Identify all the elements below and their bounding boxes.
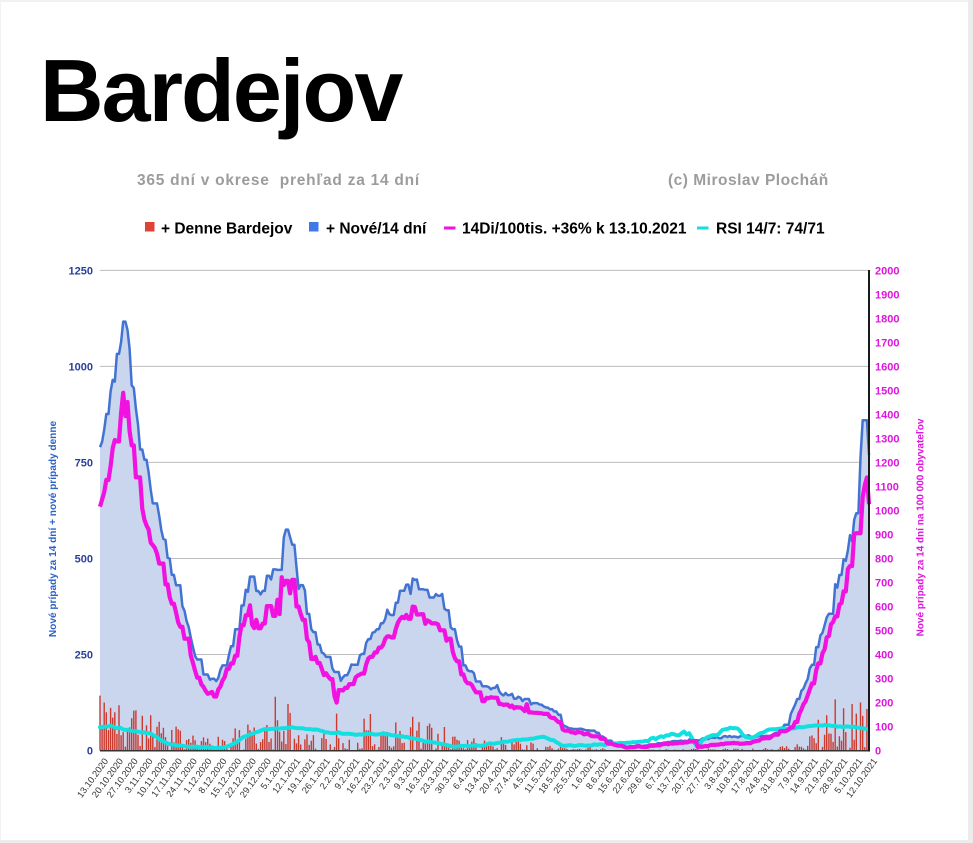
svg-text:Bardejov: Bardejov bbox=[40, 41, 403, 140]
svg-text:1600: 1600 bbox=[875, 361, 899, 373]
svg-text:250: 250 bbox=[75, 650, 93, 662]
svg-text:200: 200 bbox=[875, 698, 893, 710]
svg-text:14Di/100tis. +36% k 13.10.2021: 14Di/100tis. +36% k 13.10.2021 bbox=[462, 221, 687, 238]
svg-text:1400: 1400 bbox=[875, 409, 899, 421]
svg-text:100: 100 bbox=[875, 722, 893, 734]
svg-text:Nové prípady za 14 dní na 100: Nové prípady za 14 dní na 100 000 obyvat… bbox=[916, 418, 927, 636]
svg-text:2000: 2000 bbox=[875, 265, 899, 277]
svg-text:1100: 1100 bbox=[875, 481, 899, 493]
svg-text:365 dní v okrese prehľad za 1: 365 dní v okrese prehľad za 14 dní bbox=[137, 172, 420, 189]
svg-text:1900: 1900 bbox=[875, 289, 899, 301]
svg-text:750: 750 bbox=[75, 457, 93, 469]
svg-text:+ Nové/14 dní: + Nové/14 dní bbox=[326, 221, 427, 238]
svg-text:1250: 1250 bbox=[69, 265, 93, 277]
svg-text:500: 500 bbox=[75, 554, 93, 566]
svg-text:1500: 1500 bbox=[875, 385, 899, 397]
svg-text:Nové prípady za 14 dní + nové: Nové prípady za 14 dní + nové prípady de… bbox=[48, 420, 59, 637]
svg-text:1700: 1700 bbox=[875, 337, 899, 349]
svg-text:500: 500 bbox=[875, 626, 893, 638]
svg-text:900: 900 bbox=[875, 530, 893, 542]
svg-text:1800: 1800 bbox=[875, 313, 899, 325]
svg-text:1300: 1300 bbox=[875, 433, 899, 445]
svg-text:0: 0 bbox=[875, 746, 881, 758]
svg-text:300: 300 bbox=[875, 674, 893, 686]
svg-text:700: 700 bbox=[875, 578, 893, 590]
svg-text:1000: 1000 bbox=[69, 361, 93, 373]
svg-text:1200: 1200 bbox=[875, 457, 899, 469]
svg-text:1000: 1000 bbox=[875, 506, 899, 518]
svg-text:0: 0 bbox=[87, 746, 93, 758]
svg-text:+ Denne Bardejov: + Denne Bardejov bbox=[161, 221, 293, 238]
svg-text:RSI 14/7: 74/71: RSI 14/7: 74/71 bbox=[716, 221, 825, 238]
svg-text:600: 600 bbox=[875, 602, 893, 614]
svg-text:(c) Miroslav Plocháň: (c) Miroslav Plocháň bbox=[668, 172, 829, 189]
svg-text:800: 800 bbox=[875, 554, 893, 566]
svg-text:400: 400 bbox=[875, 650, 893, 662]
